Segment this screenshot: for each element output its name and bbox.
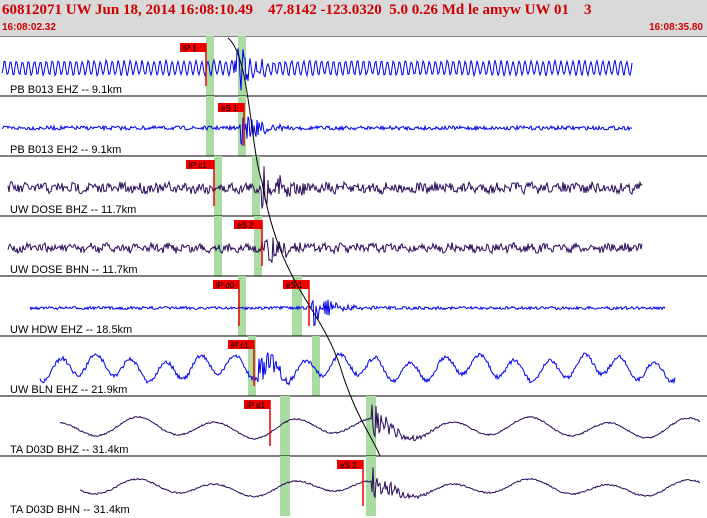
pick-box [186, 160, 214, 169]
phase-pick: iP d1 [244, 400, 271, 446]
time-start-label: 16:08:02.32 [2, 22, 56, 33]
pick-label: iP c1 [189, 161, 207, 170]
phase-pick: iP d0 [213, 280, 240, 326]
pick-box [234, 220, 262, 229]
travel-time-window [312, 336, 320, 396]
channel-label: PB B013 EH2 -- 9.1km [10, 144, 121, 156]
travel-time-window [280, 396, 290, 456]
channel-panel: eS 2 TA D03D BHN -- 31.4km [0, 455, 707, 516]
travel-time-window [214, 216, 222, 276]
waveform-trace [79, 467, 701, 500]
pick-label: eS 1 [286, 281, 303, 290]
waveform-trace [1, 116, 633, 147]
phase-pick: eS 1 [283, 280, 310, 326]
waveform-trace [29, 299, 666, 327]
channel-label: UW DOSE BHN -- 11.7km [10, 264, 138, 276]
channel-label: UW BLN EHZ -- 21.9km [10, 384, 127, 396]
pick-box [213, 280, 239, 289]
travel-time-window [206, 36, 214, 96]
travel-time-window [366, 396, 376, 456]
waveform-trace [39, 351, 676, 386]
channel-panel: eS 2 UW DOSE BHN -- 11.7km [0, 215, 707, 276]
travel-time-window [238, 96, 246, 156]
travel-time-window [254, 216, 262, 276]
travel-time-window [214, 156, 222, 216]
pick-box [180, 43, 206, 52]
travel-time-window [206, 96, 214, 156]
waveform-header: 60812071 UW Jun 18, 2014 16:08:10.49 47.… [0, 0, 707, 36]
pick-label: iP d1 [247, 401, 266, 410]
channel-label: TA D03D BHN -- 31.4km [10, 504, 130, 516]
channel-panel: iP 1 PB B013 EHZ -- 9.1km [0, 36, 707, 96]
channel-label: PB B013 EHZ -- 9.1km [10, 84, 122, 96]
pick-label: iP 1 [183, 44, 197, 53]
pick-box [337, 460, 363, 469]
pick-box [218, 103, 244, 112]
travel-time-window [252, 156, 260, 216]
pick-label: eS 2 [237, 221, 254, 230]
phase-pick: eS 1 [218, 103, 245, 146]
pick-label: eS 2 [340, 461, 357, 470]
channel-label: TA D03D BHZ -- 31.4km [10, 444, 128, 456]
phase-pick: iP c1 [228, 340, 255, 386]
channel-label: UW DOSE BHZ -- 11.7km [10, 204, 136, 216]
pick-label: iP c1 [231, 341, 249, 350]
channel-panel: eS 1 PB B013 EH2 -- 9.1km [0, 95, 707, 156]
waveform-trace [7, 166, 643, 209]
pick-box [228, 340, 254, 349]
channel-panel: iP d1 TA D03D BHZ -- 31.4km [0, 395, 707, 456]
time-end-label: 16:08:35.80 [649, 22, 703, 33]
phase-pick: eS 2 [234, 220, 263, 266]
event-title: 60812071 UW Jun 18, 2014 16:08:10.49 47.… [2, 2, 592, 18]
phase-pick: iP 1 [180, 43, 207, 86]
pick-box [283, 280, 309, 289]
pick-label: iP d0 [216, 281, 235, 290]
travel-time-window [238, 276, 246, 336]
waveform-trace [1, 47, 633, 91]
pick-label: eS 1 [221, 104, 238, 113]
pick-box [244, 400, 270, 409]
seismogram-plot[interactable]: iP 1 PB B013 EHZ -- 9.1km eS 1 PB B013 EH2 … [0, 36, 707, 518]
waveform-trace [7, 237, 643, 263]
travel-time-curve [227, 37, 381, 457]
channel-panel: iP c1 UW DOSE BHZ -- 11.7km [0, 155, 707, 216]
phase-pick: iP c1 [186, 160, 215, 206]
travel-time-window [280, 456, 290, 516]
channel-panel: iP d0 eS 1 UW HDW EHZ -- 18.5km [0, 275, 707, 336]
waveform-trace [59, 404, 701, 442]
phase-pick: eS 2 [337, 460, 364, 506]
channel-panel: iP c1 UW BLN EHZ -- 21.9km [0, 335, 707, 396]
channel-label: UW HDW EHZ -- 18.5km [10, 324, 132, 336]
travel-time-window [248, 336, 256, 396]
